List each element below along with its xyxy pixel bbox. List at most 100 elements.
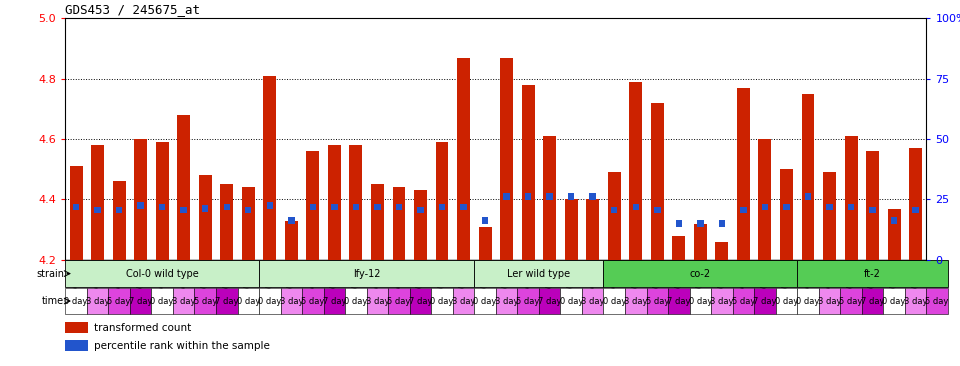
Bar xyxy=(65,340,88,351)
Text: 3 day: 3 day xyxy=(366,296,389,306)
Bar xyxy=(891,217,898,224)
Bar xyxy=(589,193,596,200)
Text: 7 day: 7 day xyxy=(754,296,777,306)
Text: 0 day: 0 day xyxy=(560,296,583,306)
Bar xyxy=(245,207,252,213)
Bar xyxy=(216,288,237,314)
Bar xyxy=(414,190,427,260)
Bar xyxy=(259,261,474,287)
Bar xyxy=(130,288,152,314)
Bar xyxy=(776,288,797,314)
Bar xyxy=(758,139,772,260)
Bar xyxy=(564,199,578,260)
Bar xyxy=(676,220,682,227)
Bar xyxy=(625,288,646,314)
Text: 7 day: 7 day xyxy=(323,296,347,306)
Text: 5 day: 5 day xyxy=(387,296,411,306)
Bar xyxy=(823,172,836,260)
Bar xyxy=(546,193,553,200)
Bar xyxy=(608,172,621,260)
Text: 0 day: 0 day xyxy=(258,296,281,306)
Text: 5 day: 5 day xyxy=(194,296,217,306)
Bar xyxy=(178,115,190,260)
Bar xyxy=(689,288,711,314)
Bar xyxy=(173,288,195,314)
Bar xyxy=(367,288,388,314)
Bar xyxy=(108,288,130,314)
Bar xyxy=(496,288,517,314)
Bar xyxy=(668,288,689,314)
Text: 0 day: 0 day xyxy=(688,296,712,306)
Text: 5 day: 5 day xyxy=(108,296,131,306)
Text: 3 day: 3 day xyxy=(494,296,518,306)
Bar xyxy=(883,288,905,314)
Text: lfy-12: lfy-12 xyxy=(353,269,380,279)
Text: 0 day: 0 day xyxy=(345,296,368,306)
Bar xyxy=(783,204,790,210)
Text: 7 day: 7 day xyxy=(129,296,153,306)
Bar xyxy=(543,136,556,260)
Text: ft-2: ft-2 xyxy=(864,269,881,279)
Bar xyxy=(525,193,532,200)
Text: 0 day: 0 day xyxy=(430,296,454,306)
Bar xyxy=(137,202,144,209)
Bar xyxy=(324,288,346,314)
Bar xyxy=(866,151,879,260)
Bar xyxy=(737,88,750,260)
Bar xyxy=(439,204,445,210)
Bar xyxy=(804,193,811,200)
Bar xyxy=(500,57,513,260)
Bar xyxy=(65,261,259,287)
Text: 0 day: 0 day xyxy=(775,296,798,306)
Bar xyxy=(587,199,599,260)
Bar xyxy=(732,288,755,314)
Bar xyxy=(672,236,685,260)
Bar xyxy=(349,145,362,260)
Bar xyxy=(418,207,423,213)
Text: 5 day: 5 day xyxy=(646,296,669,306)
Bar xyxy=(561,288,582,314)
Bar xyxy=(912,207,919,213)
Bar xyxy=(328,145,341,260)
Bar xyxy=(780,169,793,260)
Bar xyxy=(65,322,88,333)
Bar xyxy=(633,204,639,210)
Bar xyxy=(521,85,535,260)
Bar xyxy=(651,103,663,260)
Bar xyxy=(474,261,604,287)
Bar xyxy=(91,145,104,260)
Bar xyxy=(263,76,276,260)
Bar xyxy=(302,288,324,314)
Text: 0 day: 0 day xyxy=(796,296,820,306)
Bar xyxy=(237,288,259,314)
Bar xyxy=(694,224,707,260)
Text: 3 day: 3 day xyxy=(581,296,605,306)
Text: co-2: co-2 xyxy=(690,269,711,279)
Bar xyxy=(73,204,80,210)
Text: time: time xyxy=(42,296,64,306)
Bar xyxy=(888,209,900,260)
Bar xyxy=(755,288,776,314)
Bar xyxy=(840,288,862,314)
Bar xyxy=(604,261,797,287)
Bar xyxy=(654,207,660,213)
Bar xyxy=(611,207,617,213)
Text: 0 day: 0 day xyxy=(473,296,496,306)
Bar xyxy=(393,187,405,260)
Text: 7 day: 7 day xyxy=(409,296,432,306)
Bar xyxy=(479,227,492,260)
Text: GDS453 / 245675_at: GDS453 / 245675_at xyxy=(65,3,201,16)
Bar xyxy=(134,139,147,260)
Bar xyxy=(306,151,320,260)
Text: 3 day: 3 day xyxy=(85,296,109,306)
Bar xyxy=(845,136,857,260)
Bar xyxy=(180,207,187,213)
Bar xyxy=(224,204,230,210)
Bar xyxy=(630,82,642,260)
Text: 7 day: 7 day xyxy=(667,296,690,306)
Bar xyxy=(436,142,448,260)
Bar xyxy=(802,94,814,260)
Bar xyxy=(388,288,410,314)
Text: 0 day: 0 day xyxy=(64,296,87,306)
Bar xyxy=(646,288,668,314)
